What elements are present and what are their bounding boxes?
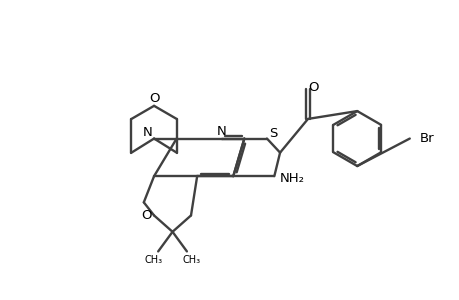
Text: O: O bbox=[308, 81, 319, 94]
Text: CH₃: CH₃ bbox=[182, 255, 201, 265]
Text: O: O bbox=[140, 209, 151, 222]
Text: Br: Br bbox=[419, 132, 433, 145]
Text: NH₂: NH₂ bbox=[279, 172, 304, 184]
Text: O: O bbox=[149, 92, 159, 106]
Text: CH₃: CH₃ bbox=[144, 255, 162, 265]
Text: N: N bbox=[217, 125, 226, 138]
Text: S: S bbox=[269, 127, 277, 140]
Text: N: N bbox=[142, 126, 152, 139]
